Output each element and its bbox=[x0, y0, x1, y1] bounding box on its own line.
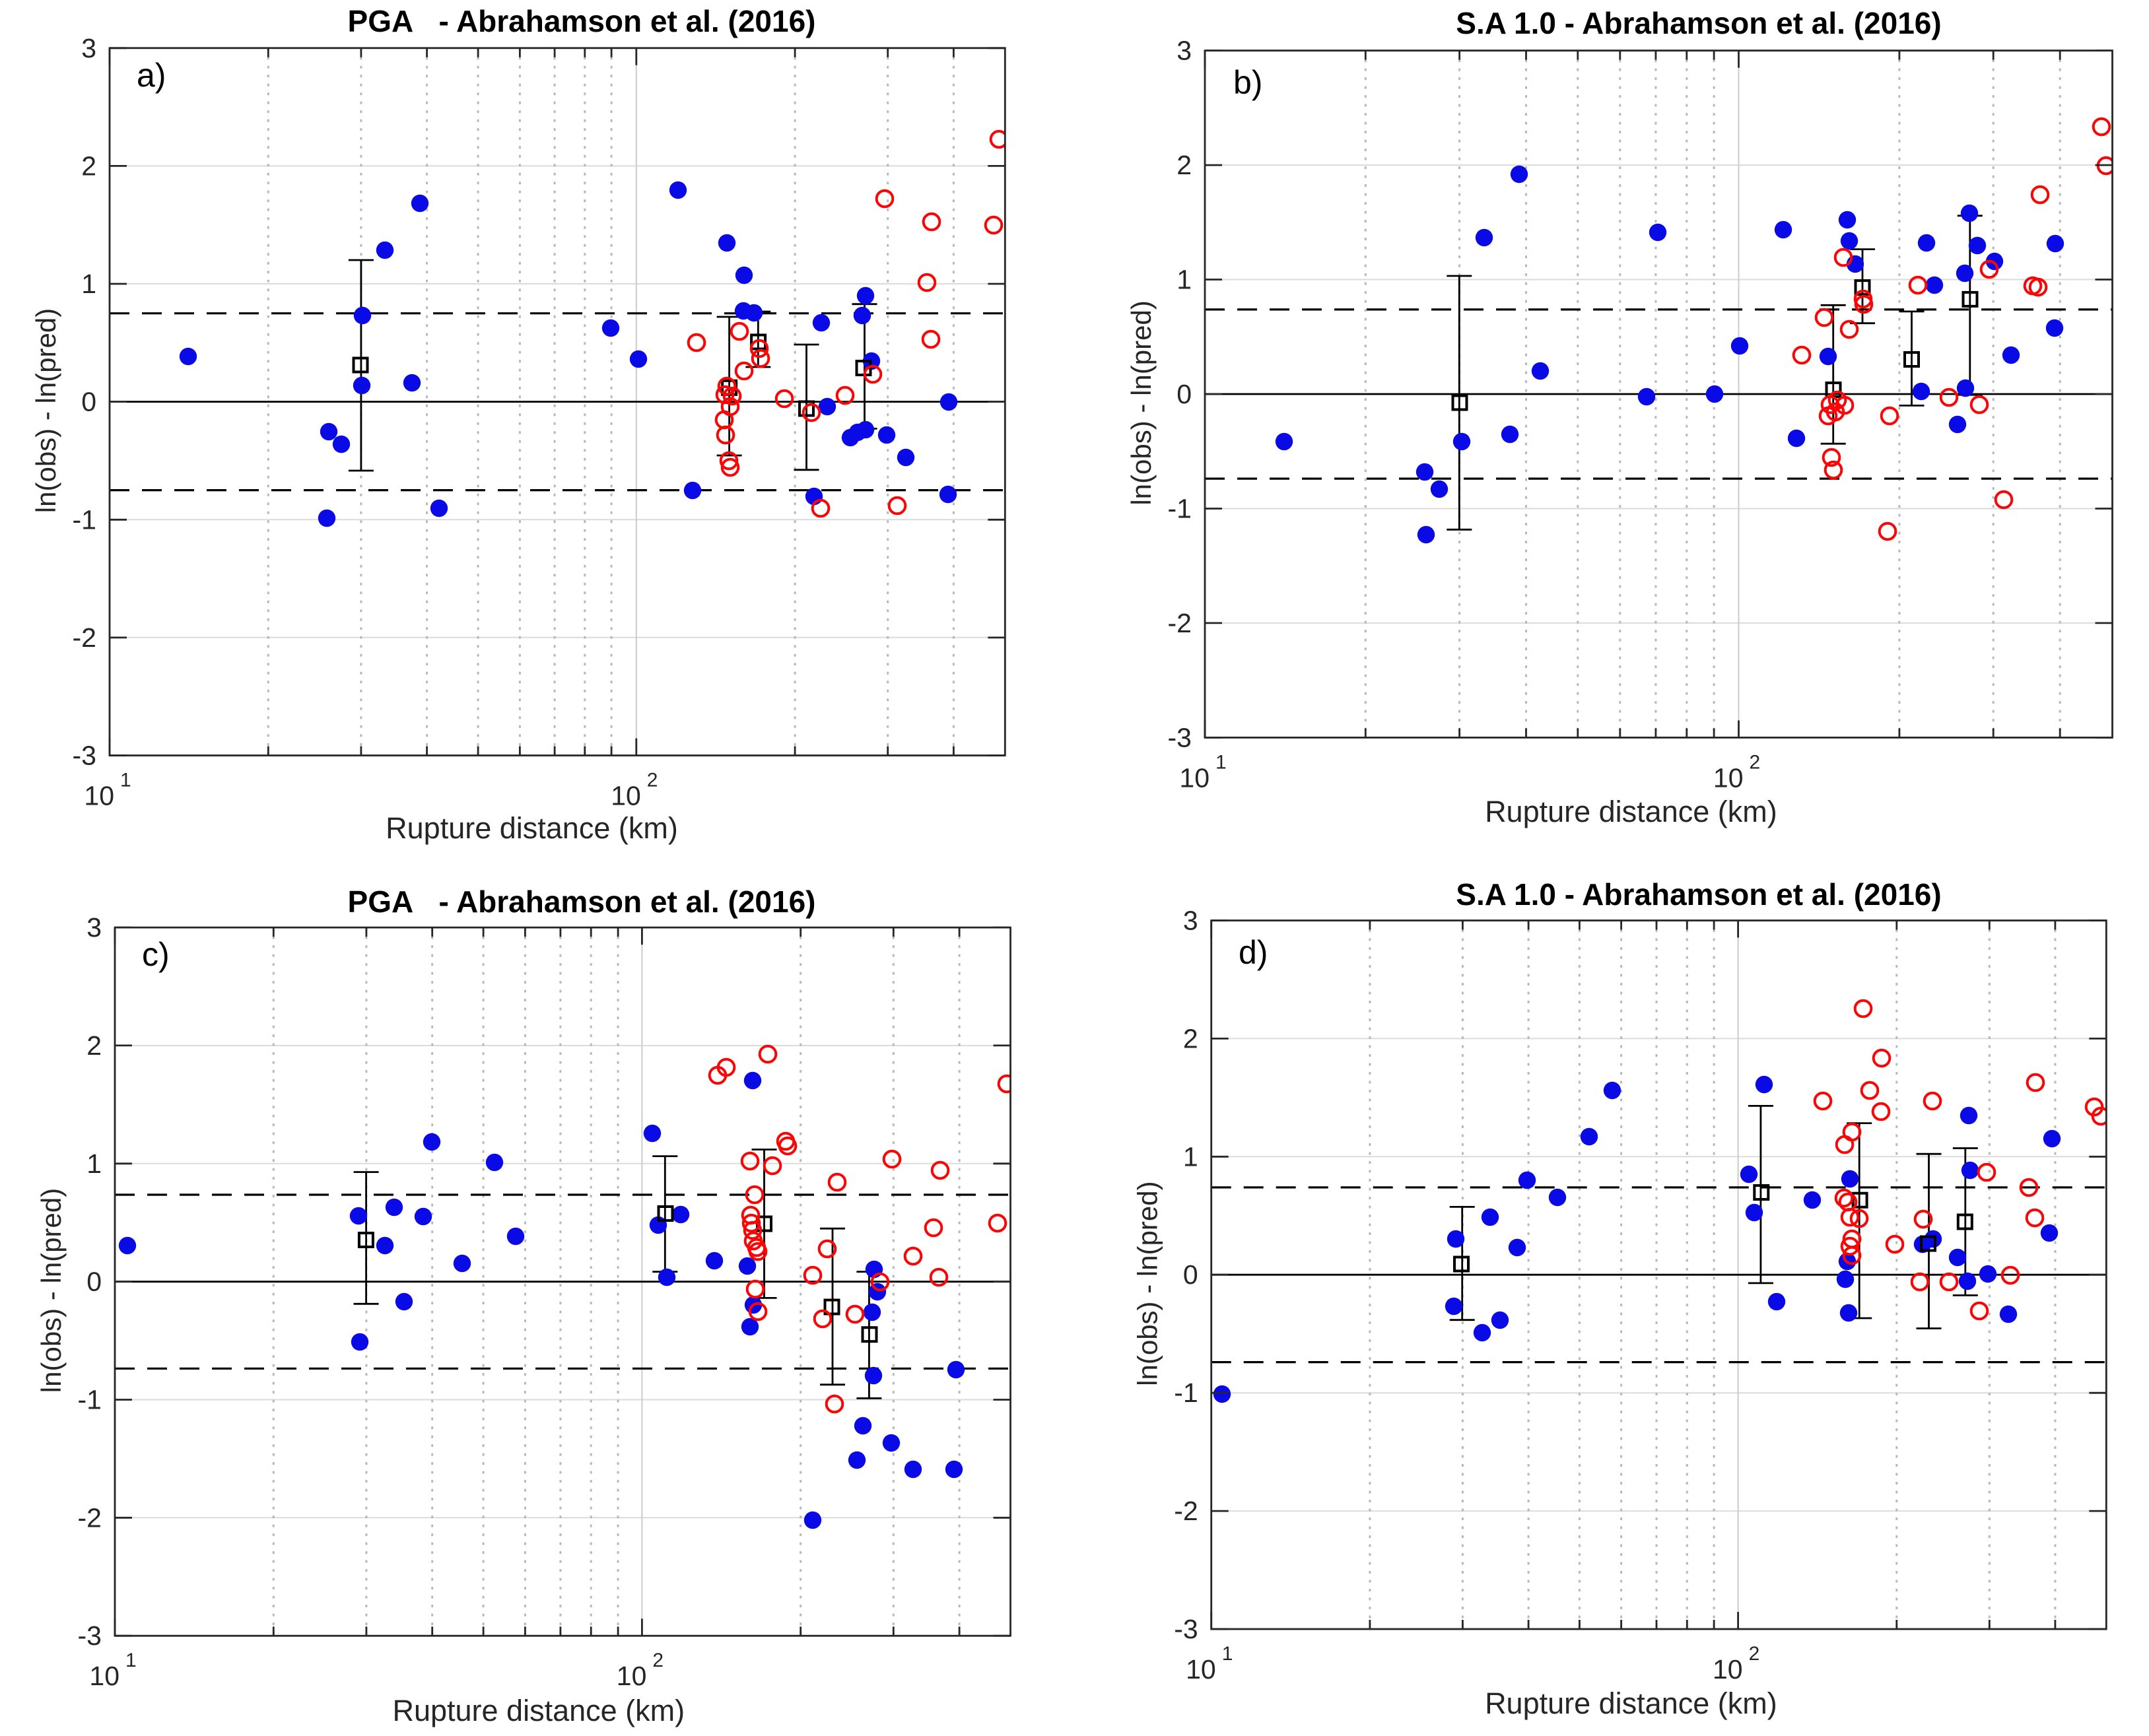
svg-text:PGA - Abrahamson et al. (201: PGA - Abrahamson et al. (2016) bbox=[348, 4, 816, 38]
svg-text:Rupture distance (km): Rupture distance (km) bbox=[386, 811, 678, 845]
svg-text:Rupture distance (km): Rupture distance (km) bbox=[1485, 1686, 1777, 1720]
svg-text:ln(obs) - ln(pred): ln(obs) - ln(pred) bbox=[36, 1188, 67, 1393]
svg-text:0: 0 bbox=[86, 1267, 102, 1297]
svg-text:-1: -1 bbox=[1174, 1378, 1198, 1408]
svg-text:Rupture distance (km): Rupture distance (km) bbox=[1485, 795, 1777, 828]
svg-text:10: 10 bbox=[1186, 1654, 1216, 1685]
svg-text:ln(obs) - ln(pred): ln(obs) - ln(pred) bbox=[1132, 1181, 1163, 1385]
svg-text:d): d) bbox=[1239, 934, 1268, 971]
svg-text:10: 10 bbox=[617, 1661, 647, 1691]
svg-text:2: 2 bbox=[1177, 150, 1192, 180]
svg-text:ln(obs) - ln(pred): ln(obs) - ln(pred) bbox=[30, 308, 61, 513]
svg-text:10: 10 bbox=[1713, 1654, 1743, 1685]
svg-text:1: 1 bbox=[81, 269, 96, 299]
svg-text:-2: -2 bbox=[78, 1502, 102, 1533]
svg-text:1: 1 bbox=[1215, 751, 1227, 773]
svg-text:b): b) bbox=[1233, 64, 1262, 101]
svg-text:S.A 1.0 - Abrahamson et al. (2: S.A 1.0 - Abrahamson et al. (2016) bbox=[1456, 6, 1941, 40]
svg-text:-2: -2 bbox=[1174, 1496, 1198, 1526]
svg-text:10: 10 bbox=[1713, 762, 1744, 793]
svg-text:1: 1 bbox=[1183, 1141, 1198, 1172]
svg-text:2: 2 bbox=[1183, 1023, 1198, 1053]
svg-text:3: 3 bbox=[86, 912, 102, 943]
svg-text:0: 0 bbox=[1177, 379, 1192, 409]
svg-text:10: 10 bbox=[89, 1661, 119, 1691]
svg-text:S.A 1.0 - Abrahamson et al. (2: S.A 1.0 - Abrahamson et al. (2016) bbox=[1456, 877, 1941, 912]
svg-text:2: 2 bbox=[652, 1650, 664, 1671]
svg-text:10: 10 bbox=[611, 781, 641, 811]
svg-text:-3: -3 bbox=[78, 1620, 102, 1651]
svg-text:PGA - Abrahamson et al. (201: PGA - Abrahamson et al. (2016) bbox=[348, 885, 816, 919]
svg-text:1: 1 bbox=[1177, 265, 1192, 295]
svg-text:-2: -2 bbox=[73, 622, 96, 653]
svg-text:1: 1 bbox=[120, 770, 131, 791]
svg-text:c): c) bbox=[142, 936, 170, 973]
svg-text:3: 3 bbox=[1183, 906, 1198, 936]
svg-text:-3: -3 bbox=[1168, 722, 1192, 752]
svg-text:-3: -3 bbox=[1174, 1614, 1198, 1644]
svg-text:2: 2 bbox=[86, 1030, 102, 1061]
svg-text:3: 3 bbox=[81, 33, 96, 63]
svg-text:0: 0 bbox=[81, 387, 96, 417]
svg-text:1: 1 bbox=[86, 1149, 102, 1179]
svg-text:2: 2 bbox=[81, 150, 96, 181]
svg-text:2: 2 bbox=[1750, 751, 1761, 773]
svg-text:Rupture distance (km): Rupture distance (km) bbox=[392, 1694, 685, 1727]
svg-text:1: 1 bbox=[1222, 1643, 1233, 1665]
svg-text:-1: -1 bbox=[78, 1385, 102, 1415]
svg-text:3: 3 bbox=[1177, 36, 1192, 66]
svg-text:ln(obs) - ln(pred): ln(obs) - ln(pred) bbox=[1126, 300, 1157, 505]
svg-text:-1: -1 bbox=[73, 504, 96, 535]
svg-text:-2: -2 bbox=[1168, 608, 1192, 638]
svg-text:-3: -3 bbox=[73, 741, 96, 771]
svg-text:-1: -1 bbox=[1168, 494, 1192, 524]
svg-text:1: 1 bbox=[125, 1650, 137, 1671]
svg-text:10: 10 bbox=[1179, 762, 1210, 793]
svg-text:2: 2 bbox=[1749, 1643, 1760, 1665]
svg-text:10: 10 bbox=[84, 781, 114, 811]
svg-text:2: 2 bbox=[647, 770, 658, 791]
svg-text:a): a) bbox=[137, 57, 166, 94]
svg-text:0: 0 bbox=[1183, 1259, 1198, 1290]
